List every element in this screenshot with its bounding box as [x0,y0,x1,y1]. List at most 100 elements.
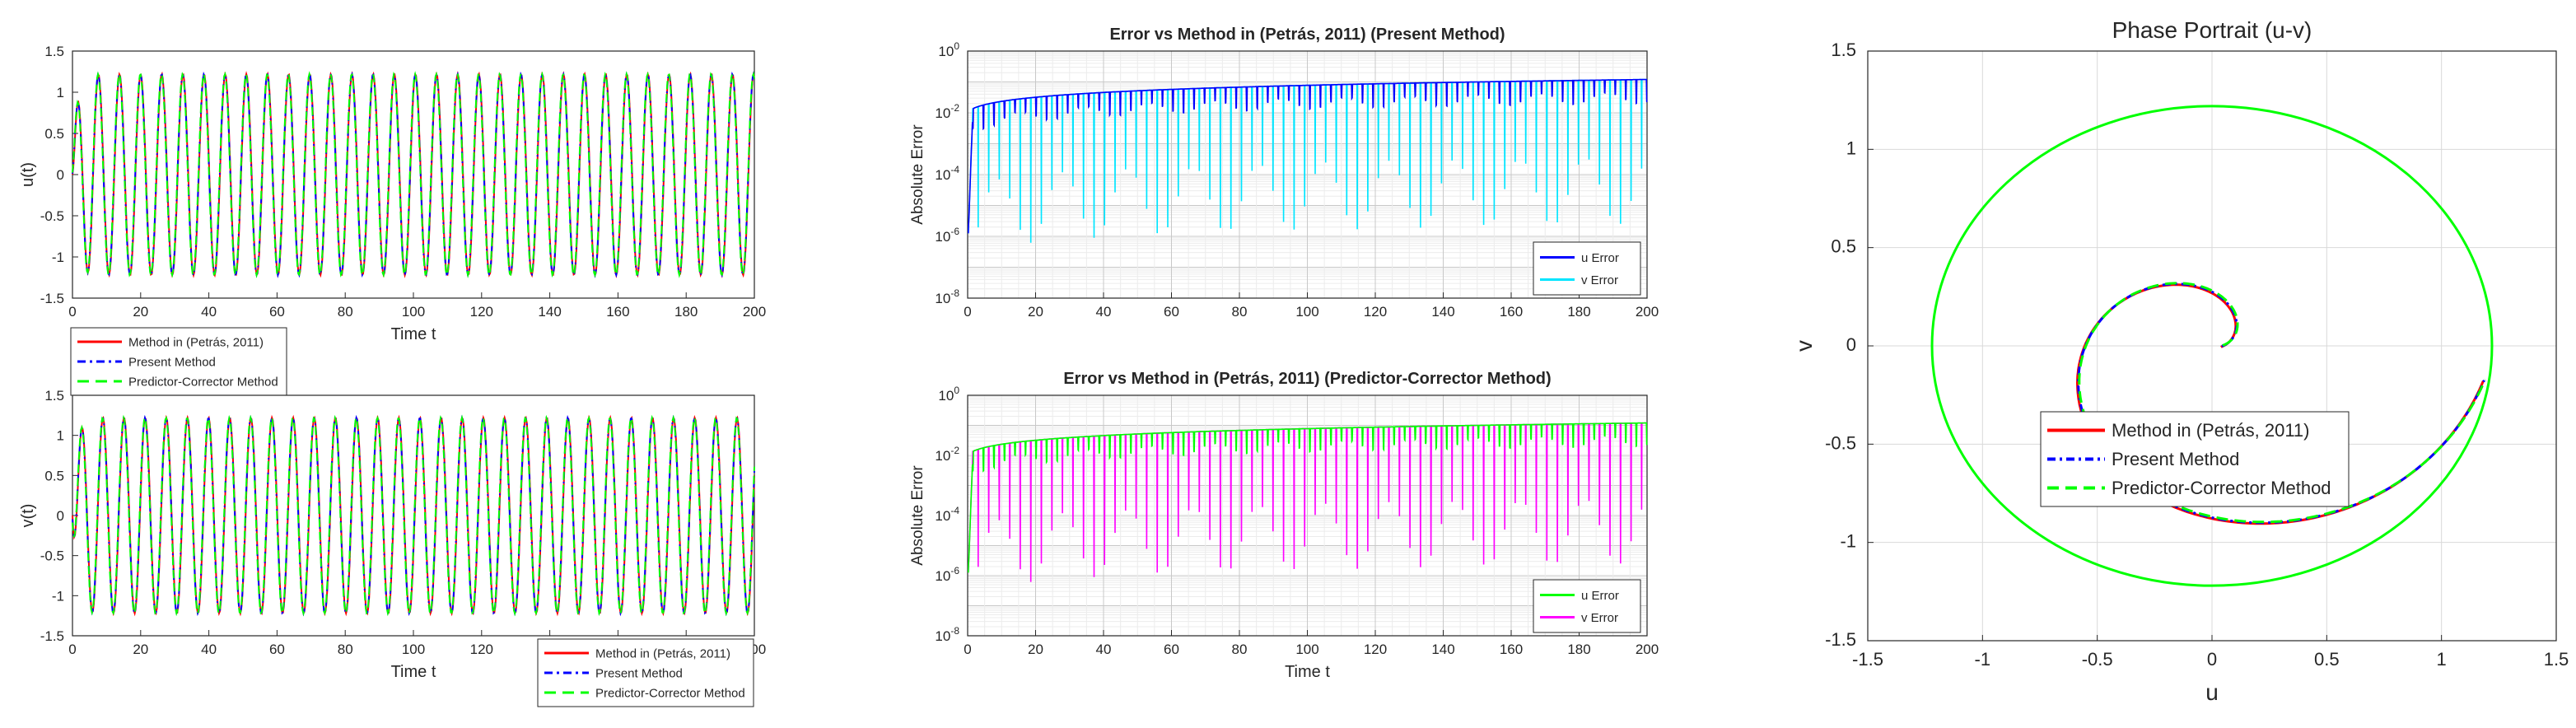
legend-box [70,327,287,396]
x-tick-label: 120 [470,304,493,320]
x-tick-label: 80 [338,642,353,657]
x-tick-label: 20 [133,642,148,657]
y-tick-label: -1 [1840,531,1856,552]
legend-label: Method in (Petrás, 2011) [128,335,264,349]
y-tick-label: 1 [1846,138,1856,158]
x-tick-label: 100 [402,642,425,657]
legend-label: Present Method [2112,449,2239,469]
x-tick-label: 80 [1232,304,1248,320]
series-u-error [968,78,1648,234]
y-axis-label: u(t) [19,162,37,187]
legend-box [537,638,754,707]
x-tick-label: 140 [1431,642,1454,657]
y-tick-label: 0.5 [44,126,64,142]
series-predictor-corrector-method [72,414,755,617]
x-tick-label: 160 [1500,304,1523,320]
legend-label: Predictor-Corrector Method [128,375,278,389]
x-tick-label: 180 [674,304,698,320]
x-tick-label: 120 [470,642,493,657]
y-tick-label: 0 [57,167,64,183]
x-tick-label: 0 [68,304,76,320]
series-spiral-2 [2078,282,2487,524]
x-tick-label: 80 [338,304,353,320]
legend: Method in (Petrás, 2011) Present Method Pr… [2040,411,2350,507]
x-tick-label: 40 [201,642,217,657]
y-tick-label: 10-4 [935,164,959,183]
x-tick-label: 20 [1028,642,1043,657]
series-predictor-corrector-cycle [1930,105,2494,587]
y-tick-label: -1 [52,250,64,265]
y-tick-label: 10-6 [935,226,959,245]
y-tick-label: 10-6 [935,565,959,584]
x-tick-label: 160 [606,304,629,320]
chart-title: Error vs Method in (Petrás, 2011) (Prese… [1109,26,1505,44]
y-axis-label: Absolute Error [909,124,926,225]
x-tick-label: 200 [1636,304,1659,320]
legend-label: u Error [1581,589,1619,603]
x-tick-label: 40 [1096,642,1112,657]
x-tick-label: 0 [2207,649,2217,670]
x-tick-label: 180 [1567,304,1590,320]
y-tick-label: -0.5 [1825,432,1856,453]
y-tick-label: 10-2 [935,445,959,464]
y-axis-label: v [1791,340,1817,352]
x-tick-label: 60 [269,642,285,657]
y-axis-label: v(t) [19,504,37,528]
series-predictor-corrector-method [72,71,755,278]
x-tick-label: 60 [1164,304,1179,320]
x-axis-label: Time t [391,325,436,343]
legend-box [1533,579,1641,633]
legend-label: v Error [1581,273,1618,287]
y-tick-label: 0.5 [1831,236,1856,257]
x-tick-label: -0.5 [2082,649,2113,670]
legend-label: Present Method [128,355,216,369]
legend-label: Method in (Petrás, 2011) [595,646,730,660]
x-tick-label: 140 [1431,304,1454,320]
series-present-method [72,71,755,278]
y-tick-label: -1.5 [1825,629,1856,650]
y-tick-label: 0.5 [44,468,64,483]
chart-title: Phase Portrait (u-v) [2112,17,2312,43]
y-tick-label: 1 [57,85,64,100]
legend-label: v Error [1581,611,1618,625]
x-tick-label: 20 [133,304,148,320]
x-tick-label: 0 [68,642,76,657]
x-tick-label: 1.5 [2544,649,2569,670]
legend: u Error v Error [1533,579,1641,633]
legend-label: Present Method [595,666,683,680]
legend-label: Predictor-Corrector Method [595,686,745,700]
legend-label: Method in (Petrás, 2011) [2112,420,2310,441]
y-tick-label: 1 [57,428,64,444]
x-tick-label: 40 [201,304,217,320]
y-tick-label: 0 [57,508,64,524]
y-tick-label: -1.5 [40,628,64,644]
x-tick-label: 140 [538,304,561,320]
legend-box [1533,241,1641,296]
x-tick-label: 1 [2437,649,2447,670]
x-tick-label: -1 [1975,649,1991,670]
x-tick-label: 0.5 [2314,649,2340,670]
y-tick-label: 100 [938,40,959,59]
y-tick-label: 10-8 [935,625,959,644]
x-tick-label: 0 [964,304,971,320]
legend-v: Method in (Petrás, 2011) Present Method Pr… [537,638,754,707]
y-tick-label: -0.5 [40,208,64,224]
chart-title: Error vs Method in (Petrás, 2011) (Predi… [1063,370,1551,388]
y-tick-label: 100 [938,385,959,404]
x-tick-label: 160 [1500,642,1523,657]
y-tick-label: 10-4 [935,505,959,524]
y-tick-label: 0 [1846,334,1856,355]
y-tick-label: -1 [52,588,64,604]
x-tick-label: 100 [1295,642,1318,657]
x-axis-label: Time t [1285,663,1330,681]
x-tick-label: 120 [1364,304,1387,320]
y-tick-label: -0.5 [40,548,64,564]
y-tick-label: 1.5 [44,388,64,404]
legend: u Error v Error [1533,241,1641,296]
x-tick-label: 100 [402,304,425,320]
x-tick-label: 60 [1164,642,1179,657]
x-tick-label: 40 [1096,304,1112,320]
series-spiral-1 [2077,282,2485,525]
y-axis-label: Absolute Error [909,465,926,566]
